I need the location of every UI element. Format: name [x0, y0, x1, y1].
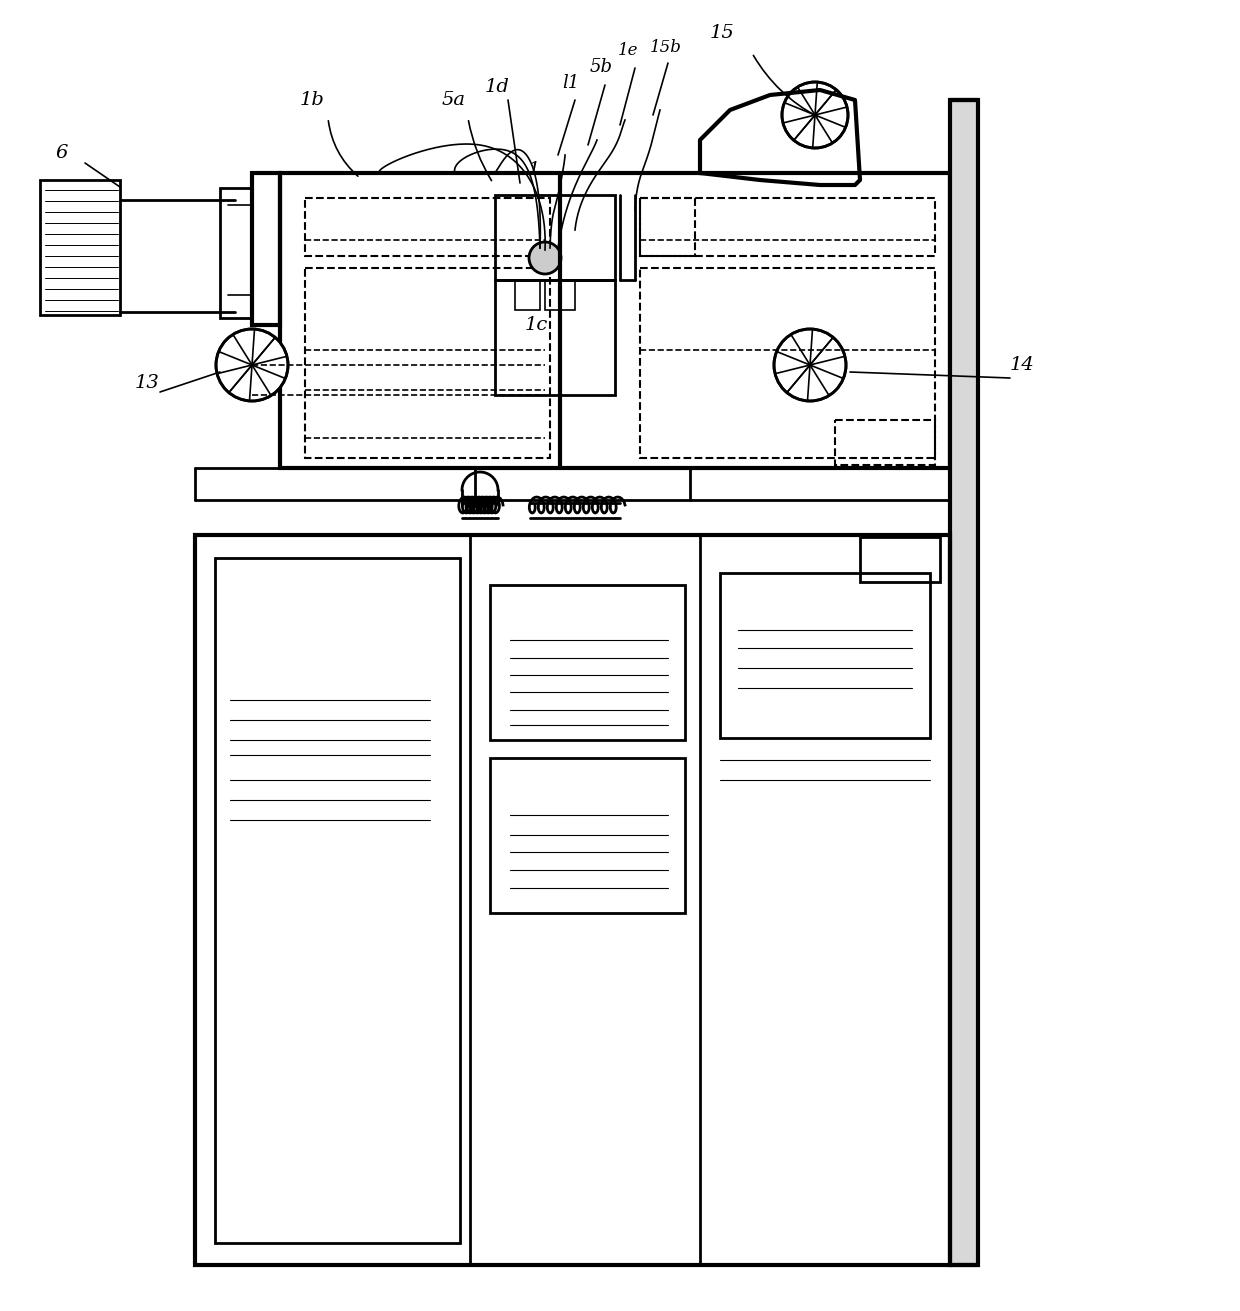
Text: 1d: 1d	[485, 77, 510, 96]
Circle shape	[774, 329, 846, 401]
Bar	[195, 535, 950, 1265]
Text: 6: 6	[55, 144, 67, 163]
Text: l1: l1	[562, 73, 579, 92]
Circle shape	[529, 243, 560, 274]
Bar	[305, 198, 551, 256]
Bar	[252, 173, 280, 325]
Text: 1: 1	[528, 161, 541, 180]
Bar	[280, 173, 950, 468]
Bar	[546, 281, 575, 309]
Text: 5a: 5a	[441, 90, 466, 109]
Circle shape	[782, 83, 848, 148]
Bar	[40, 180, 120, 315]
Bar	[861, 538, 940, 582]
Bar	[215, 558, 460, 1243]
Bar	[835, 420, 935, 465]
Bar	[720, 573, 930, 738]
Circle shape	[216, 329, 288, 401]
Bar	[640, 267, 935, 458]
Text: 1e: 1e	[618, 42, 639, 59]
Text: 1b: 1b	[300, 90, 325, 109]
Text: 15b: 15b	[650, 39, 682, 56]
Text: 1c: 1c	[525, 316, 548, 334]
Bar	[490, 758, 684, 912]
Bar	[515, 281, 539, 309]
Bar	[490, 585, 684, 739]
Bar	[305, 267, 551, 458]
Text: 15: 15	[711, 24, 735, 42]
Bar	[640, 198, 694, 256]
Bar	[495, 195, 615, 281]
Text: 13: 13	[135, 374, 160, 392]
Bar	[219, 187, 252, 319]
Bar	[950, 100, 978, 1265]
Bar	[495, 281, 615, 395]
Text: 14: 14	[1011, 357, 1034, 374]
Bar	[640, 198, 935, 256]
Text: 5b: 5b	[590, 58, 613, 76]
